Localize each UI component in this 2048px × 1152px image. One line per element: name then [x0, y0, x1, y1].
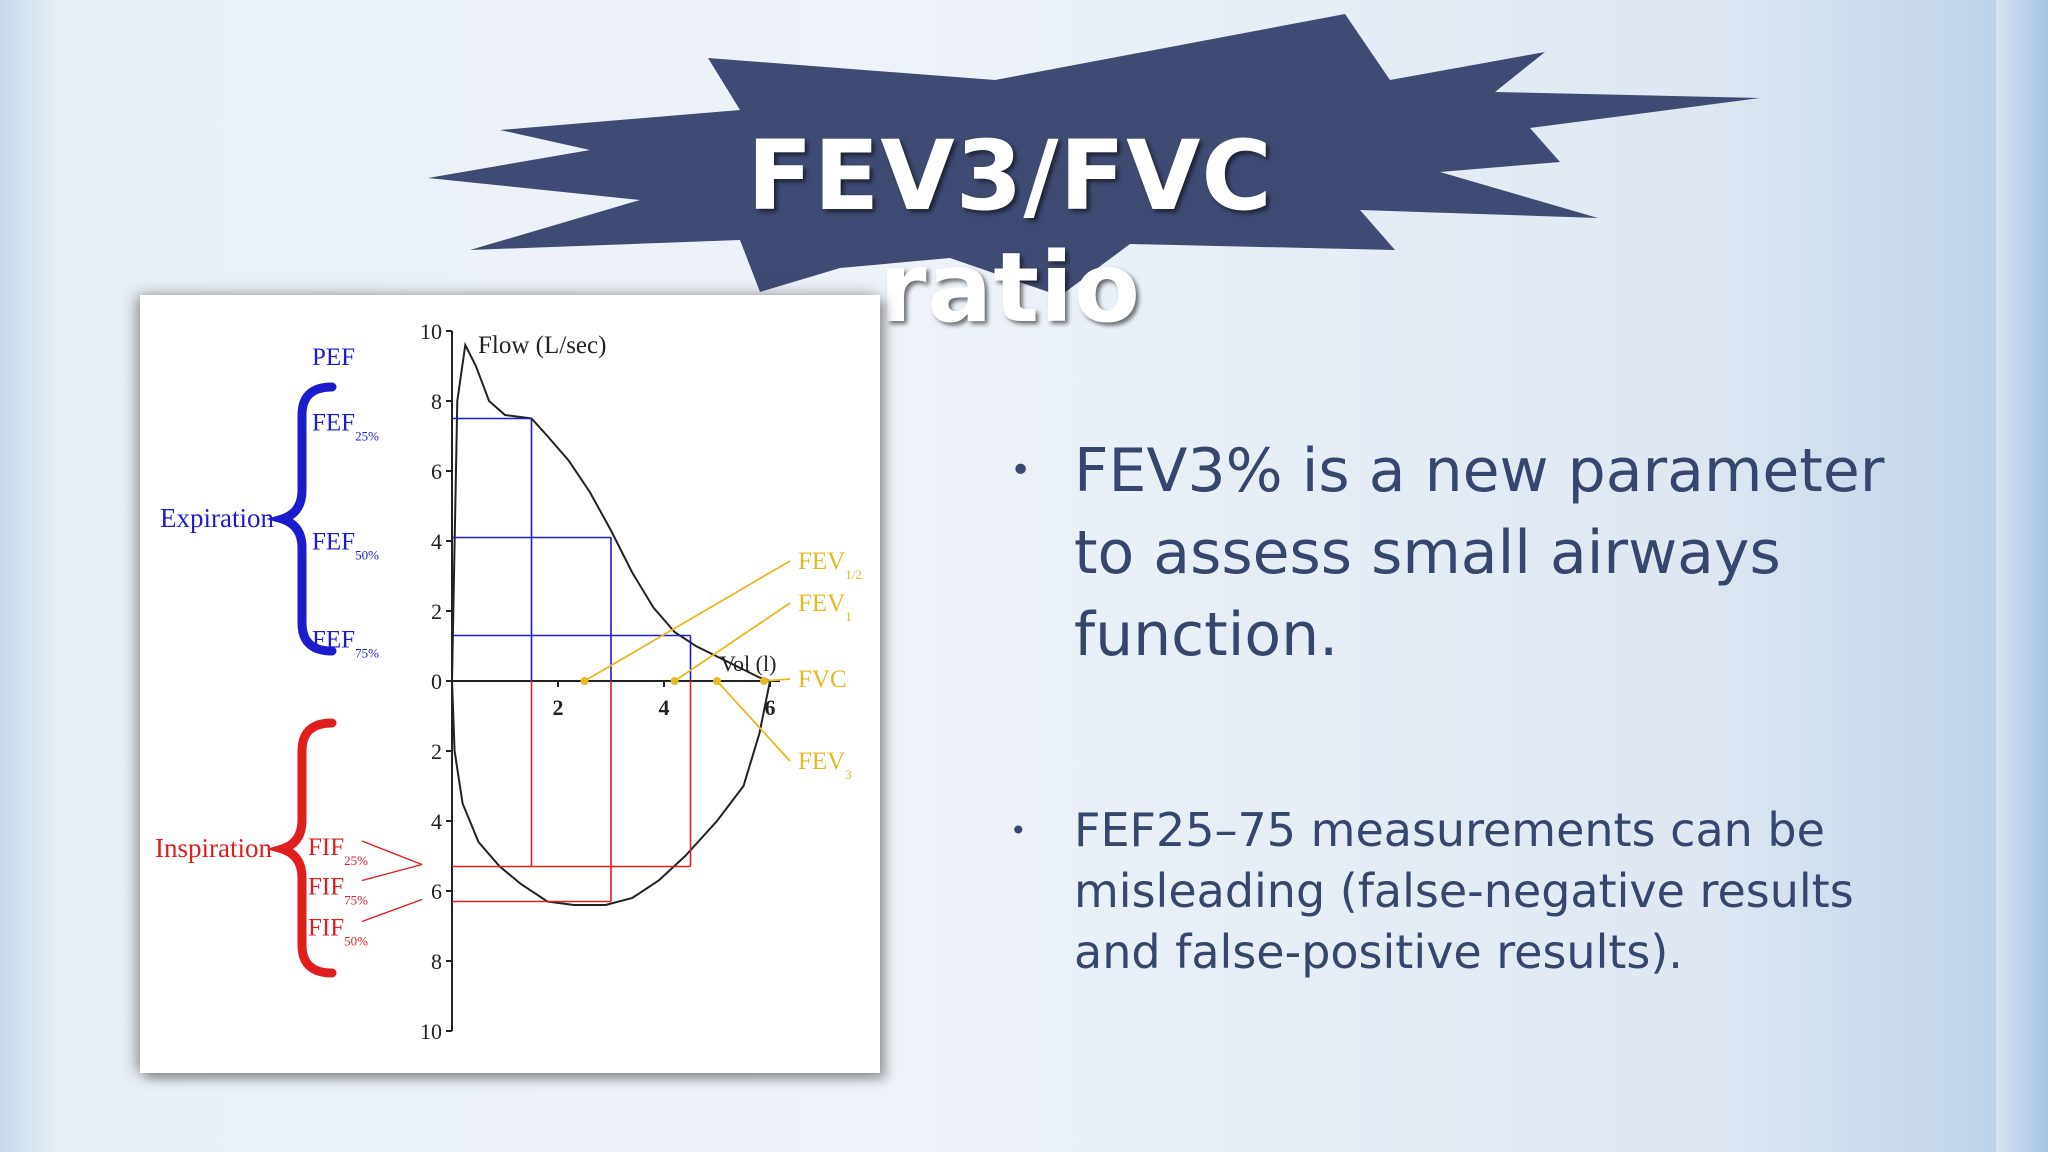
y-tick-label: 8: [431, 949, 442, 974]
x-tick-label: 2: [553, 695, 564, 720]
marker-subscript: 50%: [344, 934, 368, 949]
bullet-2-dot: •: [1010, 814, 1027, 847]
slide-title: FEV3/FVC ratio: [747, 120, 1273, 344]
starburst-shape: [428, 14, 1760, 296]
inspiration-pointer-line: [361, 840, 423, 866]
slide-left-edge: [0, 0, 52, 1152]
bullet-1: • FEV3% is a new parameter to assess sma…: [1010, 430, 1910, 676]
y-tick-label: 6: [431, 459, 442, 484]
volume-marker-pointer: [674, 602, 791, 682]
inspiration-pointer-line: [361, 863, 423, 882]
marker-name: FVC: [798, 666, 847, 693]
expiration-brace: [266, 382, 337, 656]
marker-name: FEV: [798, 748, 845, 775]
expiration-label: Expiration: [160, 503, 274, 533]
y-tick-label: 2: [431, 739, 442, 764]
volume-marker-pointer: [763, 678, 791, 682]
marker-name: FEV: [798, 548, 845, 575]
marker-subscript: 75%: [355, 646, 379, 661]
expiratory-curve: [451, 341, 771, 682]
y-tick-label: 4: [431, 809, 442, 834]
marker-name: FEV: [798, 590, 845, 617]
x-tick-label: 6: [765, 695, 776, 720]
y-axis-label: Flow (L/sec): [478, 332, 606, 359]
marker-name: FEF: [312, 410, 355, 437]
marker-subscript: 25%: [344, 853, 368, 868]
marker-name: FIF: [308, 915, 344, 942]
marker-name: PEF: [312, 344, 355, 371]
flow-volume-figure: 10 8 6 4 2 0 2 4 6 8 10 2 4 6 Flow (L/sec) Vol (l) PEF FE…: [140, 295, 880, 1073]
y-tick-label: 4: [431, 529, 442, 554]
inspiration-marker-label: FIF75%: [308, 874, 368, 908]
inspiration-pointer-line: [361, 898, 423, 923]
volume-marker-label: FVC: [798, 666, 847, 693]
inspiratory-curve: [451, 680, 771, 906]
y-tick-label: 8: [431, 389, 442, 414]
marker-name: FIF: [308, 834, 344, 861]
y-tick-label: 2: [431, 599, 442, 624]
expiration-marker-label: FEF75%: [312, 627, 379, 661]
inspiration-marker-label: FIF50%: [308, 915, 368, 949]
y-tick-label: 10: [420, 319, 442, 344]
marker-name: FEF: [312, 529, 355, 556]
y-tick-label: 6: [431, 879, 442, 904]
marker-name: FIF: [308, 874, 344, 901]
inspiration-marker-label: FIF25%: [308, 834, 368, 868]
bullet-1-text: FEV3% is a new parameter to assess small…: [1074, 436, 1885, 670]
marker-subscript: 1/2: [845, 567, 862, 582]
volume-marker-label: FEV1: [798, 590, 852, 624]
marker-subscript: 3: [845, 767, 852, 782]
y-tick-label: 10: [420, 1019, 442, 1044]
marker-subscript: 1: [845, 609, 852, 624]
slide-right-edge: [1996, 0, 2048, 1152]
marker-subscript: 25%: [355, 429, 379, 444]
inspiration-brace: [266, 718, 337, 978]
volume-marker-label: FEV3: [798, 748, 852, 782]
volume-marker-pointer: [716, 680, 791, 762]
marker-subscript: 50%: [355, 548, 379, 563]
expiration-marker-label: PEF: [312, 344, 355, 371]
expiration-marker-label: FEF25%: [312, 410, 379, 444]
inspiration-label: Inspiration: [155, 833, 272, 863]
bullet-2: • FEF25–75 measurements can be misleadin…: [1010, 800, 1910, 983]
volume-marker-label: FEV1/2: [798, 548, 862, 582]
bullet-2-text: FEF25–75 measurements can be misleading …: [1074, 803, 1854, 979]
bullet-1-dot: •: [1010, 450, 1032, 491]
y-tick-label: 0: [431, 669, 442, 694]
x-tick-label: 4: [659, 695, 670, 720]
volume-marker-pointer: [584, 560, 791, 682]
expiration-marker-label: FEF50%: [312, 529, 379, 563]
marker-subscript: 75%: [344, 893, 368, 908]
